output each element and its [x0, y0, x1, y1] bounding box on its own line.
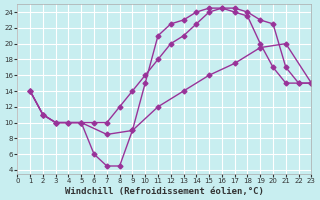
X-axis label: Windchill (Refroidissement éolien,°C): Windchill (Refroidissement éolien,°C)	[65, 187, 264, 196]
